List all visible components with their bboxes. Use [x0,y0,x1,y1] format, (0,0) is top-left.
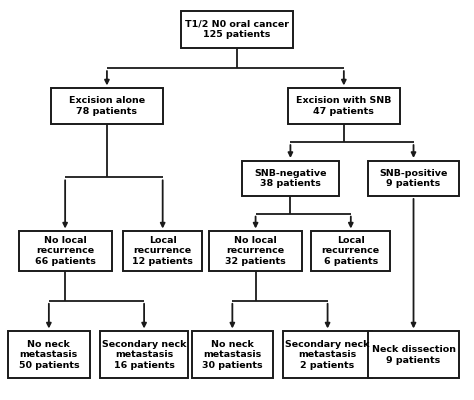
FancyBboxPatch shape [51,88,163,124]
Text: SNB-negative
38 patients: SNB-negative 38 patients [254,169,327,188]
FancyBboxPatch shape [311,231,390,270]
FancyBboxPatch shape [181,11,293,48]
Text: Excision alone
78 patients: Excision alone 78 patients [69,96,145,116]
FancyBboxPatch shape [242,161,339,196]
Text: Excision with SNB
47 patients: Excision with SNB 47 patients [296,96,392,116]
Text: Secondary neck
metastasis
16 patients: Secondary neck metastasis 16 patients [102,340,186,370]
FancyBboxPatch shape [209,231,302,270]
FancyBboxPatch shape [288,88,400,124]
Text: No neck
metastasis
50 patients: No neck metastasis 50 patients [18,340,79,370]
Text: Neck dissection
9 patients: Neck dissection 9 patients [372,345,456,364]
FancyBboxPatch shape [368,161,459,196]
FancyBboxPatch shape [191,331,273,378]
FancyBboxPatch shape [8,331,90,378]
Text: SNB-positive
9 patients: SNB-positive 9 patients [379,169,448,188]
FancyBboxPatch shape [18,231,111,270]
FancyBboxPatch shape [283,331,372,378]
FancyBboxPatch shape [123,231,202,270]
Text: Local
recurrence
6 patients: Local recurrence 6 patients [322,236,380,266]
Text: No local
recurrence
66 patients: No local recurrence 66 patients [35,236,96,266]
Text: Local
recurrence
12 patients: Local recurrence 12 patients [132,236,193,266]
FancyBboxPatch shape [368,331,459,378]
Text: No neck
metastasis
30 patients: No neck metastasis 30 patients [202,340,263,370]
FancyBboxPatch shape [100,331,188,378]
Text: Secondary neck
metastasis
2 patients: Secondary neck metastasis 2 patients [285,340,370,370]
Text: T1/2 N0 oral cancer
125 patients: T1/2 N0 oral cancer 125 patients [185,20,289,39]
Text: No local
recurrence
32 patients: No local recurrence 32 patients [225,236,286,266]
